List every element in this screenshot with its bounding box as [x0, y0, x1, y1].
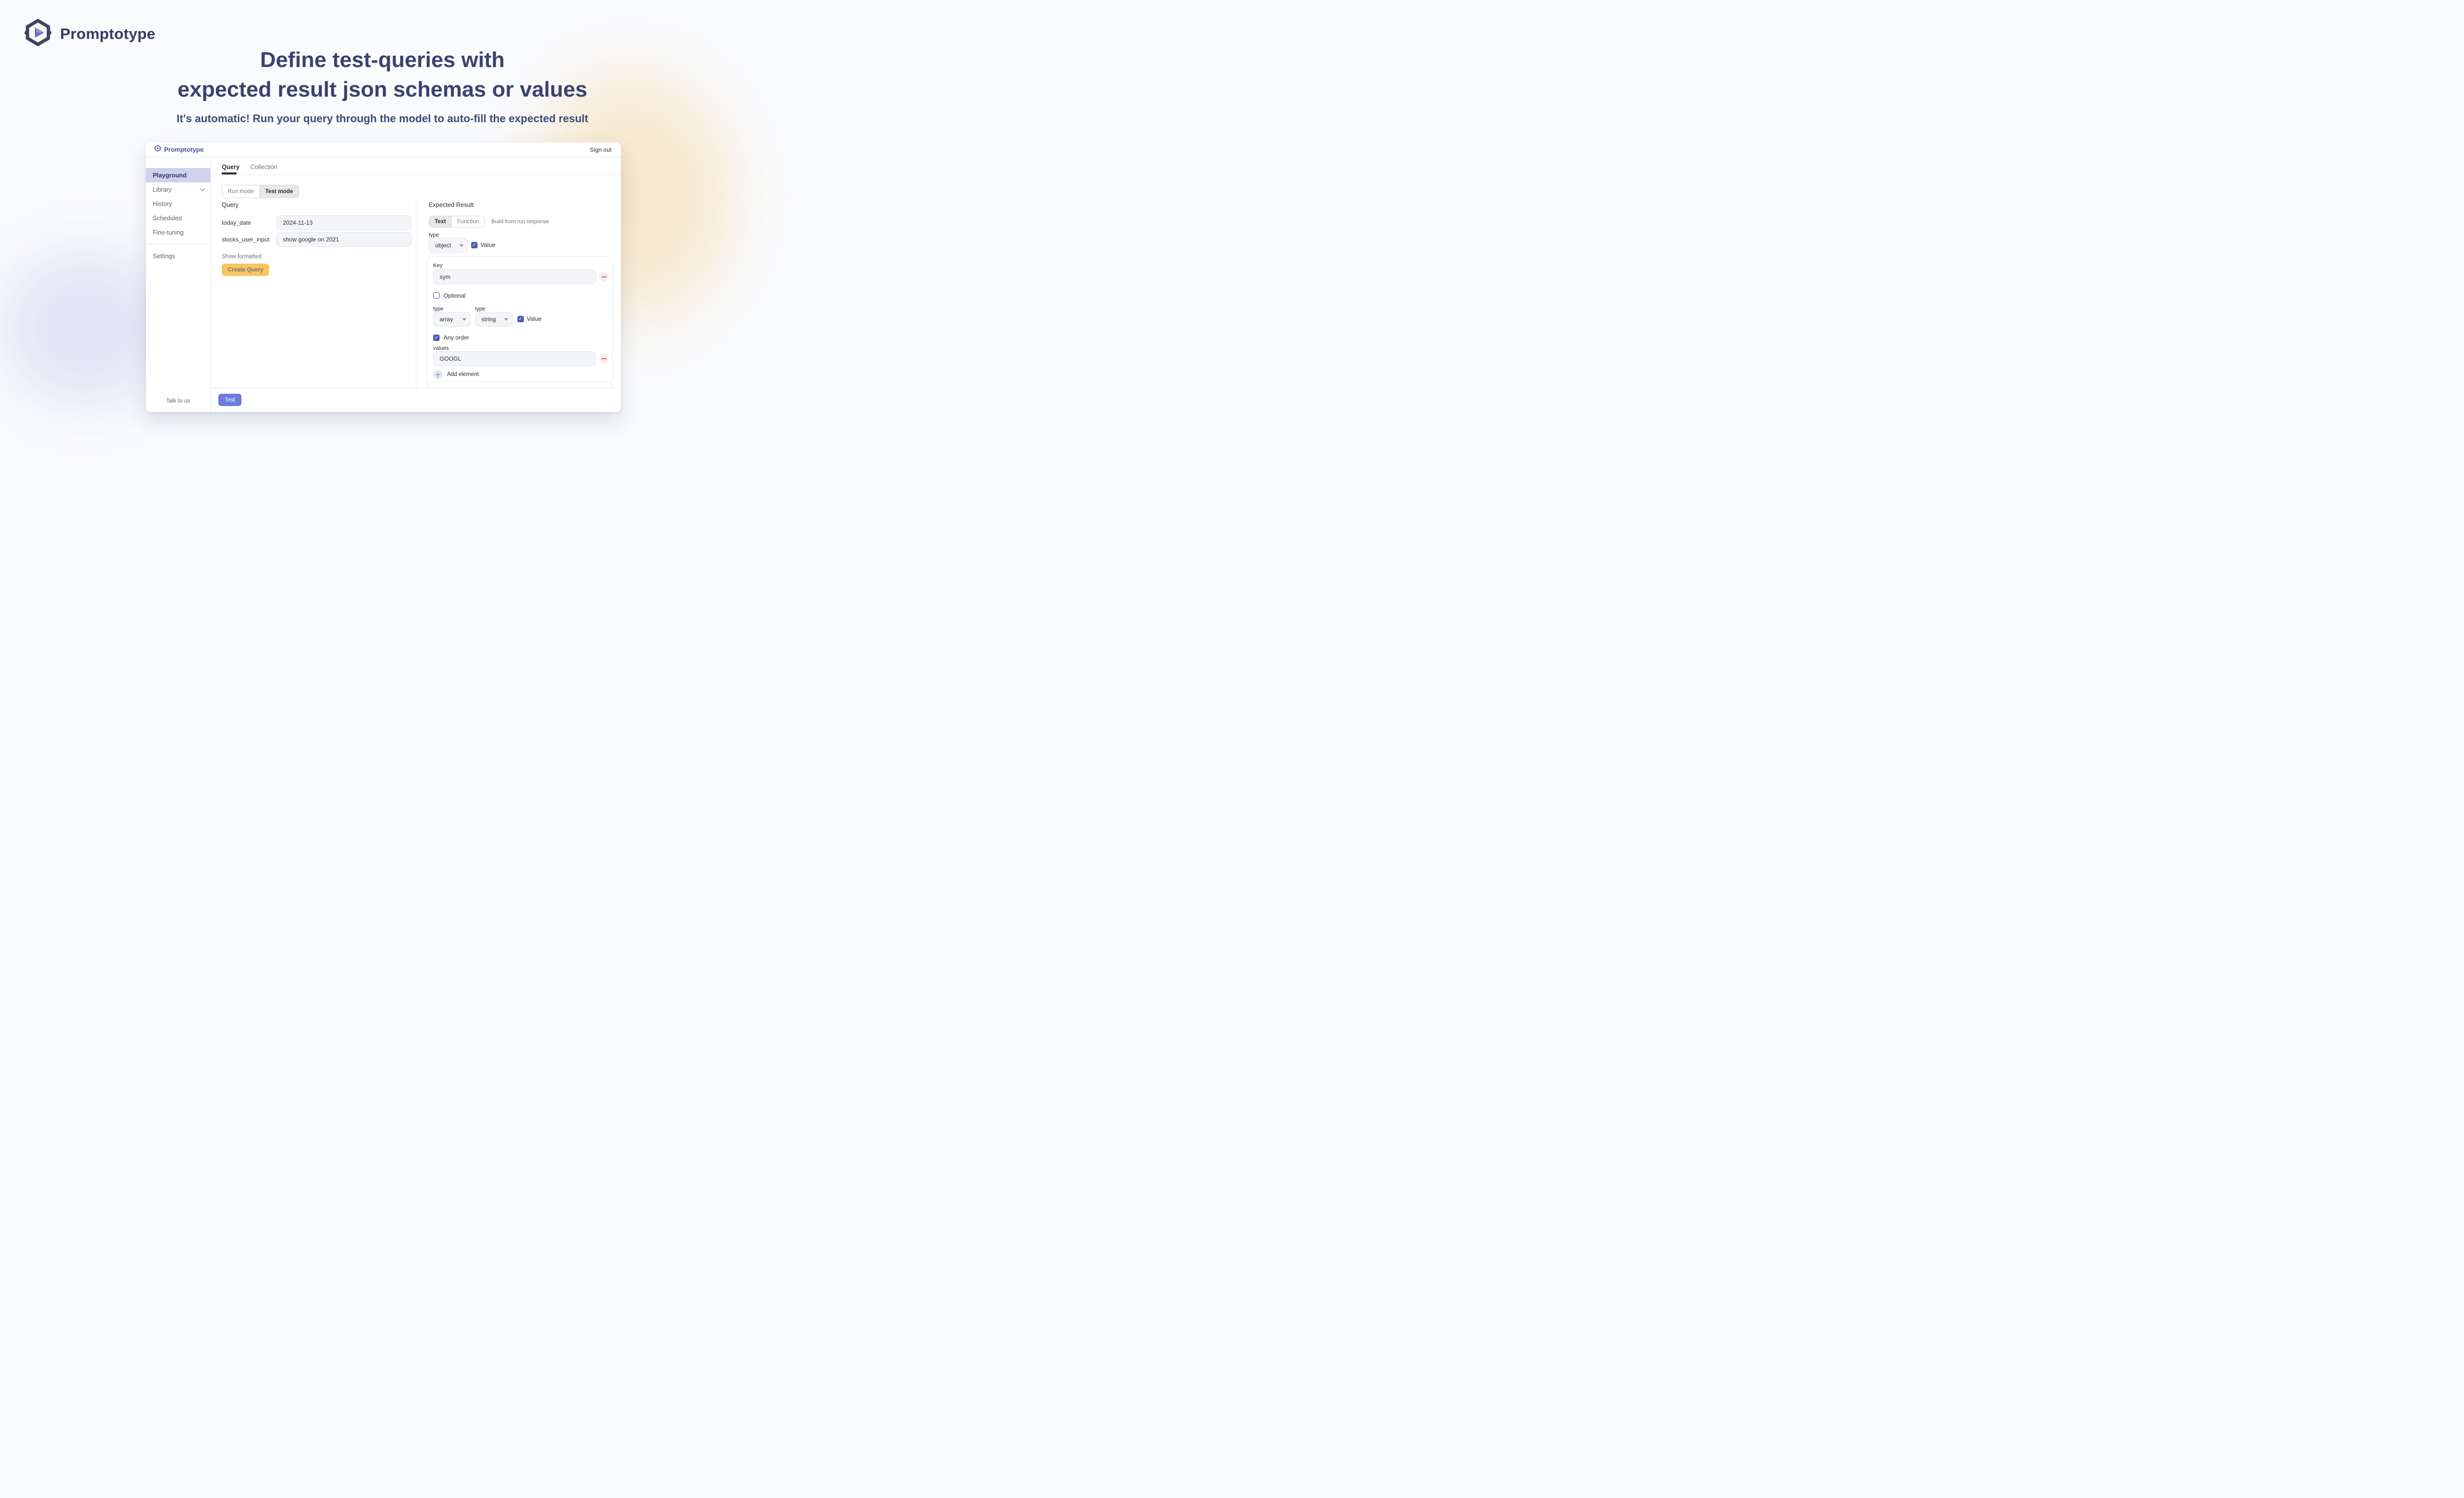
- hero-logo: Promptotype: [24, 19, 155, 49]
- today-date-value: 2024-11-13: [283, 219, 313, 226]
- sidebar-item-label: Scheduled: [153, 214, 182, 222]
- field-label-stocks-user-input: stocks_user_input: [222, 236, 270, 243]
- plus-icon: [437, 372, 439, 377]
- result-mode-toggle: Text Function: [429, 216, 485, 228]
- query-panel-heading: Query: [222, 202, 239, 208]
- active-tab-indicator: [222, 172, 237, 174]
- page-subtitle: It's automatic! Run your query through t…: [176, 112, 588, 125]
- hero-brand-text: Promptotype: [60, 25, 156, 42]
- sign-out-button[interactable]: Sign out: [589, 146, 612, 153]
- item-type-select[interactable]: array: [433, 312, 471, 327]
- optional-checkbox[interactable]: [433, 292, 440, 299]
- run-mode-button[interactable]: Run mode: [222, 185, 260, 198]
- text-mode-button[interactable]: Text: [429, 216, 451, 227]
- root-value-checkbox[interactable]: ✓: [471, 242, 478, 248]
- sidebar-item-label: Playground: [153, 171, 187, 179]
- tab-collection[interactable]: Collection: [250, 164, 277, 170]
- sidebar-item-history[interactable]: History: [146, 197, 210, 211]
- stocks-user-input[interactable]: show google on 2021: [276, 232, 411, 247]
- key-label: Key: [433, 263, 443, 269]
- add-element-button[interactable]: [433, 370, 443, 379]
- app-brand-text: Promptotype: [164, 146, 204, 153]
- caret-down-icon: [462, 318, 466, 321]
- root-value-label: Value: [480, 241, 495, 248]
- page-title-line2: expected result json schemas or values: [177, 77, 587, 102]
- values-label: values: [433, 345, 449, 351]
- minus-icon: [601, 276, 607, 277]
- remove-value-button[interactable]: [599, 354, 609, 363]
- sidebar-item-label: Settings: [153, 252, 175, 260]
- expected-result-heading: Expected Result: [429, 202, 474, 208]
- function-mode-button[interactable]: Function: [451, 216, 484, 227]
- page-title: Define test-queries with expected result…: [0, 45, 765, 104]
- mode-toggle: Run mode Test mode: [222, 185, 299, 198]
- sidebar-item-settings[interactable]: Settings: [146, 249, 210, 263]
- element-type-label: type: [475, 306, 485, 312]
- item-value-label: Value: [527, 315, 542, 322]
- schema-card: Key sym Optional type type array string: [427, 256, 613, 384]
- next-schema-card-edge: [427, 381, 613, 388]
- sidebar-item-fine-tuning[interactable]: Fine-tuning: [146, 225, 210, 239]
- field-label-today-date: today_date: [222, 219, 251, 226]
- test-button[interactable]: Test: [218, 394, 241, 406]
- sidebar-item-label: Fine-tuning: [153, 229, 184, 236]
- check-icon: ✓: [472, 242, 477, 248]
- minus-icon: [601, 358, 607, 359]
- sidebar-item-label: History: [153, 200, 172, 207]
- element-type-value: string: [481, 316, 496, 323]
- sidebar: Playground Library History Scheduled Fin…: [146, 157, 211, 412]
- root-type-value: object: [435, 242, 451, 249]
- sidebar-item-library[interactable]: Library: [146, 182, 210, 197]
- tab-query[interactable]: Query: [222, 164, 240, 170]
- app-window: Promptotype Sign out Playground Library …: [146, 142, 621, 412]
- app-brand: Promptotype: [154, 145, 204, 154]
- key-input[interactable]: sym: [433, 270, 596, 284]
- play-hexagon-icon: [154, 145, 161, 154]
- value-item-text: GOOGL: [440, 355, 462, 362]
- remove-key-button[interactable]: [599, 272, 609, 281]
- caret-down-icon: [459, 244, 463, 247]
- sidebar-item-playground[interactable]: Playground: [146, 168, 210, 182]
- stocks-user-input-value: show google on 2021: [283, 236, 340, 243]
- chevron-down-icon: [200, 186, 205, 192]
- sidebar-item-scheduled[interactable]: Scheduled: [146, 211, 210, 225]
- show-formatted-link[interactable]: Show formatted: [222, 254, 262, 260]
- test-mode-button[interactable]: Test mode: [259, 185, 299, 198]
- item-type-value: array: [440, 316, 453, 323]
- create-query-button[interactable]: Create Query: [222, 264, 270, 276]
- any-order-label: Any order: [444, 334, 470, 341]
- element-type-select[interactable]: string: [475, 312, 513, 327]
- talk-to-us-link[interactable]: Talk to us: [166, 398, 190, 404]
- add-element-label[interactable]: Add element: [447, 372, 479, 377]
- check-icon: ✓: [434, 335, 439, 340]
- page-title-line1: Define test-queries with: [260, 48, 505, 72]
- sidebar-item-label: Library: [153, 186, 172, 193]
- today-date-input[interactable]: 2024-11-13: [276, 215, 411, 230]
- caret-down-icon: [504, 318, 508, 321]
- tabs-divider: [211, 174, 621, 175]
- type-label: type: [429, 232, 439, 238]
- value-item-input[interactable]: GOOGL: [433, 351, 596, 366]
- optional-label: Optional: [444, 292, 466, 299]
- main-content: Query Collection Run mode Test mode Quer…: [211, 157, 621, 412]
- item-value-checkbox[interactable]: ✓: [517, 316, 524, 322]
- item-type-label: type: [433, 306, 444, 312]
- check-icon: ✓: [518, 316, 523, 322]
- app-header: Promptotype Sign out: [146, 142, 621, 157]
- any-order-checkbox[interactable]: ✓: [433, 335, 440, 341]
- key-value: sym: [440, 273, 450, 280]
- build-from-run-response-link[interactable]: Build from run response: [491, 219, 549, 225]
- root-type-select[interactable]: object: [429, 238, 468, 253]
- play-hexagon-icon: [24, 19, 52, 49]
